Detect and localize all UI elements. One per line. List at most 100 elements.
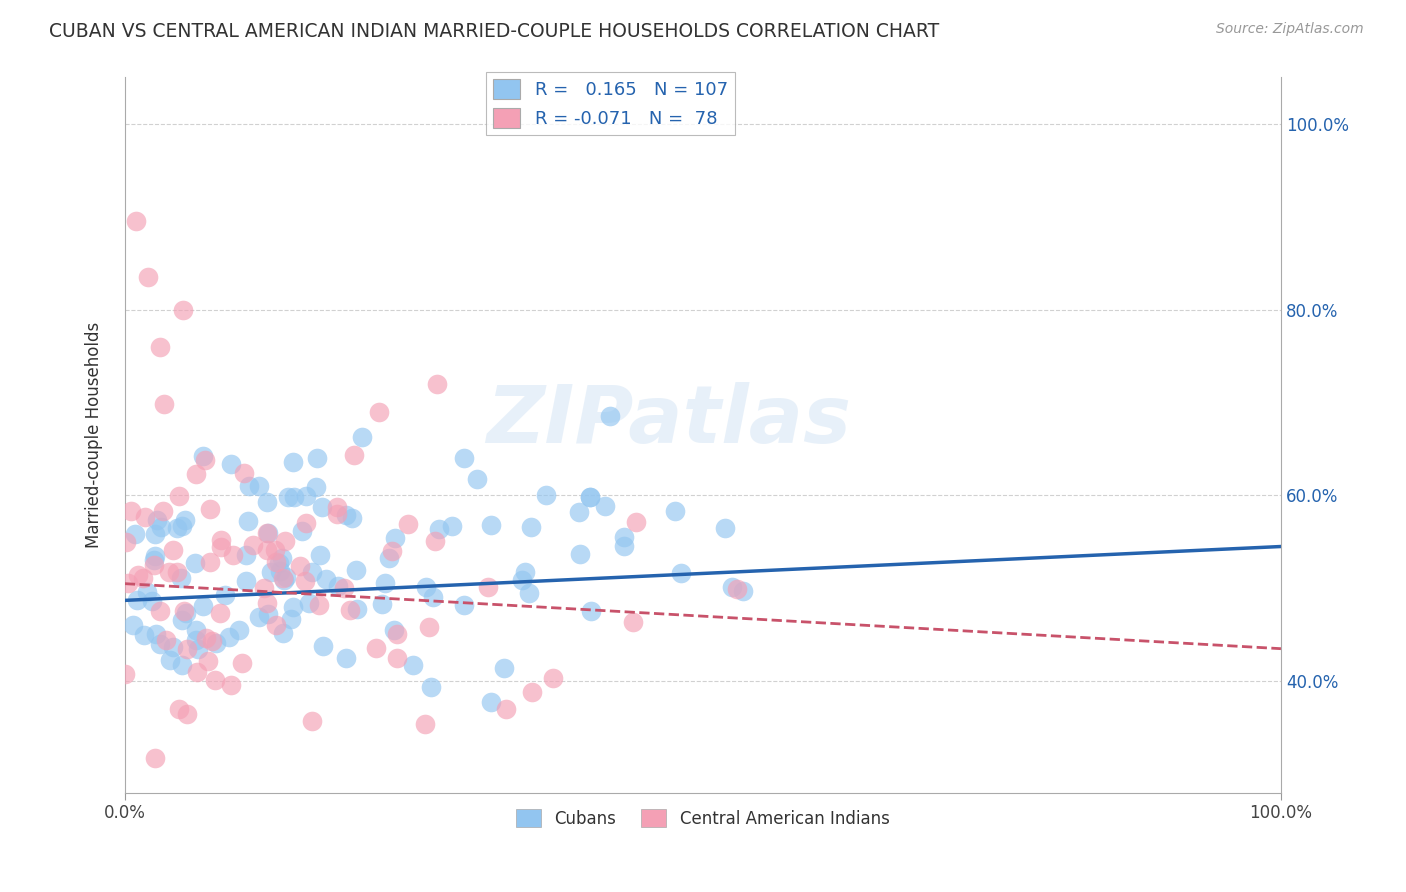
Point: [143, 553, 166, 567]
Point: [335, 651, 357, 665]
Point: [522, 685, 544, 699]
Point: [371, 597, 394, 611]
Point: [194, 453, 217, 467]
Point: [135, 584, 157, 599]
Point: [170, 571, 193, 585]
Point: [141, 594, 163, 608]
Point: [384, 531, 406, 545]
Point: [342, 511, 364, 525]
Point: [214, 588, 236, 602]
Point: [186, 665, 208, 680]
Point: [307, 450, 329, 465]
Point: [256, 526, 278, 541]
Point: [453, 450, 475, 465]
Point: [120, 503, 142, 517]
Point: [664, 504, 686, 518]
Point: [256, 542, 278, 557]
Point: [378, 550, 401, 565]
Point: [134, 510, 156, 524]
Point: [143, 558, 166, 572]
Point: [513, 566, 536, 580]
Point: [115, 535, 138, 549]
Point: [273, 573, 295, 587]
Point: [479, 518, 502, 533]
Point: [374, 575, 396, 590]
Point: [222, 548, 245, 562]
Point: [184, 623, 207, 637]
Point: [145, 549, 167, 563]
Point: [368, 405, 391, 419]
Point: [124, 526, 146, 541]
Point: [176, 606, 198, 620]
Point: [721, 580, 744, 594]
Point: [422, 590, 444, 604]
Point: [172, 519, 194, 533]
Point: [198, 501, 221, 516]
Point: [263, 543, 285, 558]
Point: [260, 565, 283, 579]
Point: [238, 514, 260, 528]
Text: ZIPatlas: ZIPatlas: [485, 382, 851, 459]
Point: [429, 523, 451, 537]
Point: [381, 544, 404, 558]
Point: [298, 596, 321, 610]
Point: [295, 489, 318, 503]
Point: [325, 507, 347, 521]
Point: [419, 680, 441, 694]
Point: [713, 521, 735, 535]
Point: [382, 624, 405, 638]
Point: [283, 455, 305, 469]
Point: [423, 533, 446, 548]
Point: [346, 602, 368, 616]
Point: [273, 534, 295, 549]
Point: [624, 515, 647, 529]
Text: CUBAN VS CENTRAL AMERICAN INDIAN MARRIED-COUPLE HOUSEHOLDS CORRELATION CHART: CUBAN VS CENTRAL AMERICAN INDIAN MARRIED…: [49, 22, 939, 41]
Point: [205, 636, 228, 650]
Point: [176, 641, 198, 656]
Point: [311, 500, 333, 514]
Point: [288, 559, 311, 574]
Point: [253, 581, 276, 595]
Point: [114, 666, 136, 681]
Point: [301, 714, 323, 728]
Point: [204, 673, 226, 688]
Point: [308, 599, 330, 613]
Point: [599, 409, 621, 424]
Point: [191, 450, 214, 464]
Point: [281, 599, 304, 614]
Point: [385, 627, 408, 641]
Point: [125, 592, 148, 607]
Point: [235, 549, 257, 563]
Point: [157, 565, 180, 579]
Point: [221, 678, 243, 692]
Point: [173, 604, 195, 618]
Point: [155, 632, 177, 647]
Point: [426, 376, 449, 391]
Point: [134, 628, 156, 642]
Point: [208, 606, 231, 620]
Point: [415, 717, 437, 731]
Point: [418, 620, 440, 634]
Point: [187, 642, 209, 657]
Point: [200, 634, 222, 648]
Point: [176, 706, 198, 721]
Point: [238, 479, 260, 493]
Point: [479, 695, 502, 709]
Point: [536, 488, 558, 502]
Point: [671, 566, 693, 581]
Point: [143, 526, 166, 541]
Point: [264, 618, 287, 632]
Point: [301, 565, 323, 579]
Point: [162, 543, 184, 558]
Point: [269, 564, 291, 578]
Point: [325, 500, 347, 515]
Legend: Cubans, Central American Indians: Cubans, Central American Indians: [509, 803, 896, 834]
Point: [117, 575, 139, 590]
Point: [148, 340, 170, 354]
Point: [172, 658, 194, 673]
Point: [465, 472, 488, 486]
Point: [172, 302, 194, 317]
Point: [396, 517, 419, 532]
Point: [143, 751, 166, 765]
Point: [247, 610, 270, 624]
